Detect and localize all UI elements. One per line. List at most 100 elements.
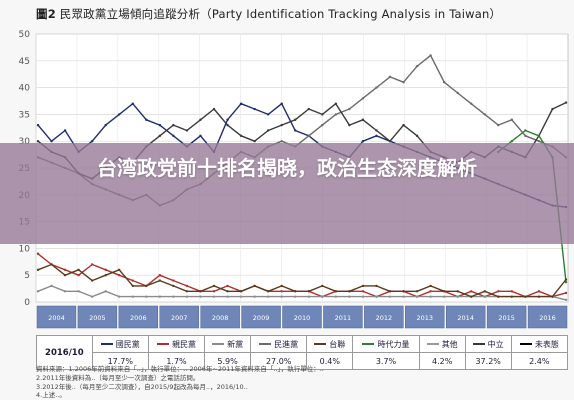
x-tick-label: 2007 [171,314,188,322]
series-point [388,75,392,79]
y-tick-label: 50 [19,30,31,40]
series-point [524,129,527,132]
series-point [36,252,40,255]
year-band [200,305,240,329]
series-point [388,140,392,143]
series-point [361,284,365,288]
year-band [36,305,77,329]
legend-name-5: 時代力量 [352,335,420,353]
series-point [375,86,378,89]
series-point [429,295,432,298]
series-point [90,263,94,266]
series-line [37,263,567,298]
series-point [280,123,283,127]
x-tick-label: 2016 [539,314,556,322]
series-point [334,102,338,105]
series-point [294,129,297,132]
series-point [294,295,297,298]
series-point [172,284,175,288]
series-point [172,295,175,298]
series-point [185,295,189,298]
series-point [185,290,189,293]
series-point [456,295,459,298]
series-point [510,295,514,298]
series-point [497,295,500,298]
series-point [172,134,175,138]
series-point [497,290,500,293]
series-point [199,134,202,138]
series-point [348,107,351,111]
y-tick-label: 35 [19,110,30,120]
series-point [212,290,216,293]
x-tick-label: 2011 [335,314,352,322]
y-tick-label: 40 [19,84,31,94]
series-point [294,118,297,121]
series-point [63,274,67,277]
series-point [497,123,500,127]
series-point [510,118,514,121]
series-point [50,263,53,266]
series-point [104,274,107,277]
series-point [456,290,459,293]
series-point [510,290,514,293]
series-point [402,295,405,298]
series-point [50,284,53,288]
series-point [212,284,216,288]
figure-number: 圖2 [36,7,56,21]
series-point [361,118,365,121]
series-point [118,113,121,116]
series-point [402,123,405,127]
series-point [321,113,324,116]
series-point [239,290,243,293]
series-point [266,295,270,298]
chart-title: 圖2 民眾政黨立場傾向追蹤分析（Party Identification Tra… [36,6,501,22]
series-point [90,279,94,282]
series-point [442,81,446,84]
legend-period: 2016/10 [36,335,93,370]
series-point [348,290,351,293]
legend-value-6: 4.2% [418,352,466,370]
series-point [348,295,351,298]
series-point [63,129,67,132]
series-point [266,129,270,132]
legend-swatch [156,343,169,345]
series-point [131,102,134,105]
series-point [361,295,365,298]
series-point [145,295,148,298]
legend-value-1: 1.7% [147,352,206,370]
legend-swatch [362,343,375,345]
x-tick-label: 2012 [376,314,393,322]
legend-value-7: 37.2% [464,352,512,370]
x-tick-label: 2006 [130,314,147,322]
series-point [253,140,256,143]
series-point [212,107,216,111]
series-point [375,134,378,138]
year-band [323,305,363,329]
series-point [361,290,365,293]
series-point [470,290,473,293]
series-point [253,284,256,288]
note-line: 2.2011年後資料為..（每月至少一次調查）之電話訪問。 [36,373,200,382]
year-band [445,305,486,329]
series-point [239,134,243,138]
series-point [266,290,270,293]
series-point [388,295,392,298]
series-point [63,290,67,293]
series-point [361,140,365,143]
legend-value-2: 5.9% [204,352,252,370]
series-point [375,295,378,298]
series-point [429,284,432,288]
series-point [199,290,202,293]
legend-name-6: 其他 [418,335,466,353]
series-point [158,274,162,277]
series-point [564,291,568,295]
series-point [131,279,134,282]
series-point [294,290,297,293]
series-point [280,140,283,143]
year-band [364,305,404,329]
series-point [36,290,40,293]
series-point [456,91,459,95]
legend-name-8: 未表態 [510,335,569,353]
series-point [280,102,283,105]
y-tick-label: 5 [24,271,30,281]
